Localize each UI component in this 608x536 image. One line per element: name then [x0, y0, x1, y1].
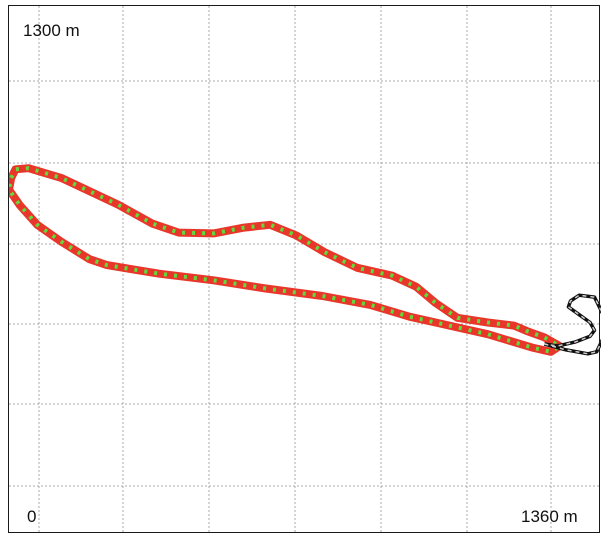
trajectory-plot: 1300 m 0 1360 m — [9, 6, 601, 534]
x-max-label: 1360 m — [521, 507, 578, 526]
y-max-label: 1300 m — [23, 21, 80, 40]
loop-track-dash — [544, 294, 601, 355]
main-track-line — [9, 164, 564, 356]
plot-frame: 1300 m 0 1360 m — [8, 5, 601, 534]
grid — [9, 6, 601, 534]
x-min-label: 0 — [27, 507, 36, 526]
track-series — [9, 164, 601, 356]
